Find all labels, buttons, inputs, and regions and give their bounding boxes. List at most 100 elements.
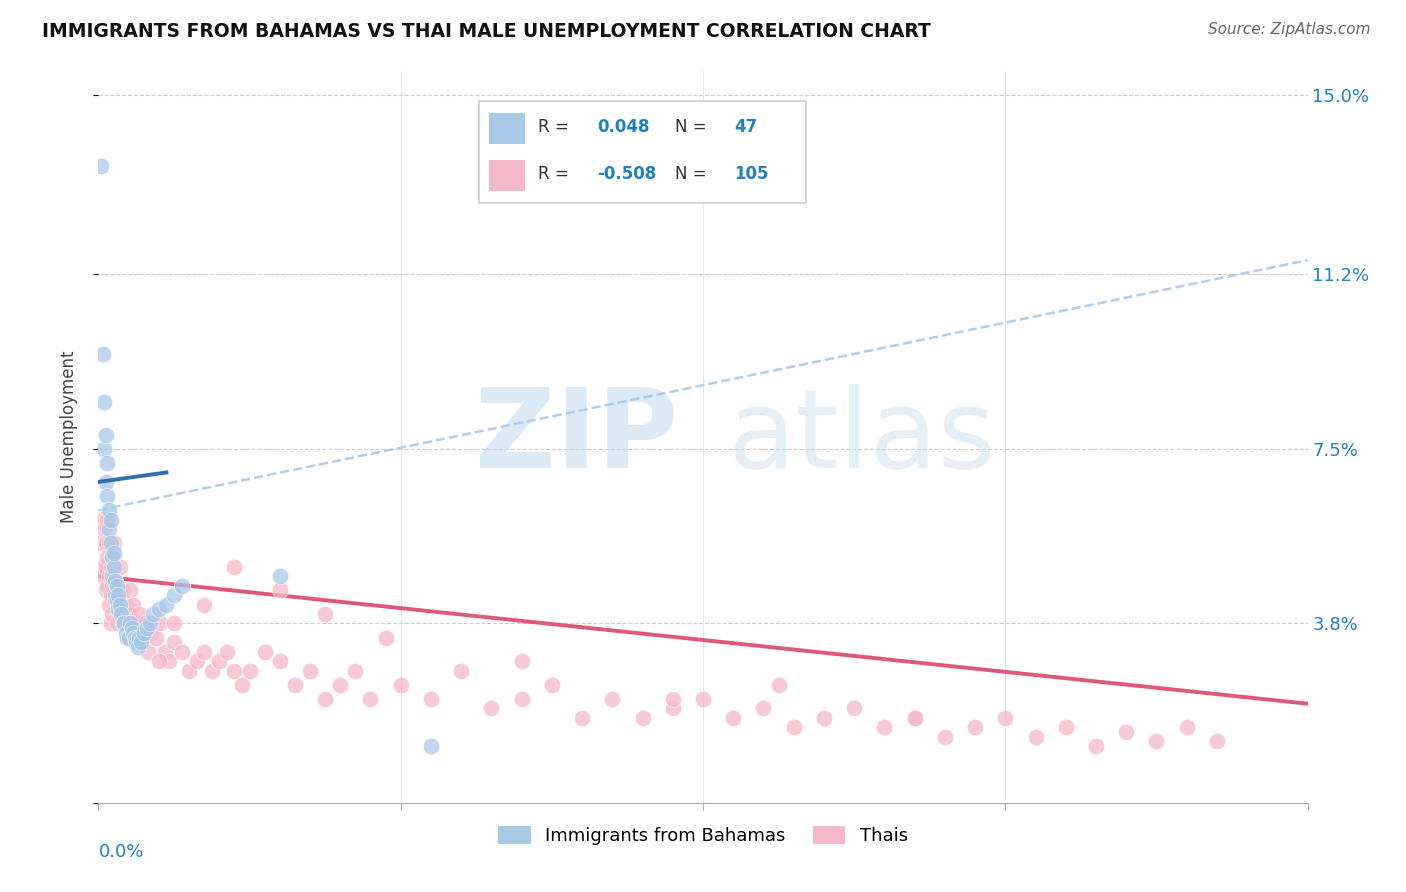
Point bbox=[101, 550, 124, 565]
Point bbox=[111, 616, 134, 631]
Point bbox=[134, 616, 156, 631]
Point bbox=[374, 631, 396, 645]
Point bbox=[239, 664, 262, 678]
Point bbox=[329, 678, 352, 692]
Point bbox=[104, 593, 127, 607]
Point bbox=[110, 607, 132, 621]
Point bbox=[114, 626, 136, 640]
Point bbox=[131, 631, 153, 645]
Point bbox=[104, 574, 127, 588]
Text: 0.0%: 0.0% bbox=[98, 843, 143, 861]
Point bbox=[120, 583, 142, 598]
Point bbox=[1054, 720, 1077, 734]
Point bbox=[100, 588, 122, 602]
Y-axis label: Male Unemployment: Male Unemployment bbox=[59, 351, 77, 524]
Point bbox=[104, 588, 127, 602]
Point bbox=[105, 583, 128, 598]
Point bbox=[94, 536, 117, 550]
Point bbox=[159, 654, 181, 668]
Point bbox=[107, 588, 129, 602]
Point bbox=[100, 559, 122, 574]
Point bbox=[94, 427, 117, 442]
Point bbox=[1175, 720, 1198, 734]
Point bbox=[1206, 734, 1229, 748]
Text: ZIP: ZIP bbox=[475, 384, 679, 491]
Point bbox=[103, 569, 125, 583]
Point bbox=[91, 347, 114, 361]
Point bbox=[631, 711, 654, 725]
Point bbox=[96, 550, 118, 565]
Point bbox=[661, 701, 683, 715]
Point bbox=[224, 664, 246, 678]
Point bbox=[125, 635, 148, 649]
Point bbox=[118, 607, 141, 621]
Point bbox=[163, 635, 186, 649]
Point bbox=[215, 645, 238, 659]
Point bbox=[115, 631, 138, 645]
Point bbox=[104, 559, 127, 574]
Point bbox=[571, 711, 593, 725]
Point bbox=[994, 711, 1017, 725]
Point bbox=[96, 456, 118, 470]
Point bbox=[1024, 730, 1046, 744]
Point bbox=[108, 559, 131, 574]
Point bbox=[101, 550, 124, 565]
Point bbox=[121, 616, 143, 631]
Point bbox=[101, 579, 124, 593]
Point bbox=[98, 503, 121, 517]
Point bbox=[93, 569, 115, 583]
Point bbox=[98, 569, 121, 583]
Point bbox=[510, 692, 533, 706]
Point bbox=[111, 583, 134, 598]
Point bbox=[103, 536, 125, 550]
Point bbox=[510, 654, 533, 668]
Point bbox=[1144, 734, 1167, 748]
Point bbox=[110, 607, 132, 621]
Point bbox=[269, 569, 291, 583]
Point bbox=[1085, 739, 1108, 754]
Point bbox=[661, 692, 683, 706]
Point bbox=[101, 607, 124, 621]
Point bbox=[723, 711, 745, 725]
Point bbox=[120, 616, 142, 631]
Point bbox=[186, 654, 208, 668]
Point bbox=[420, 692, 443, 706]
Point bbox=[96, 513, 118, 527]
Point bbox=[420, 739, 443, 754]
Point bbox=[360, 692, 382, 706]
Legend: Immigrants from Bahamas, Thais: Immigrants from Bahamas, Thais bbox=[491, 819, 915, 852]
Point bbox=[224, 559, 246, 574]
Point bbox=[94, 583, 117, 598]
Point bbox=[114, 598, 136, 612]
Point bbox=[93, 522, 115, 536]
Point bbox=[118, 631, 141, 645]
Point bbox=[105, 579, 128, 593]
Point bbox=[129, 635, 152, 649]
Point bbox=[105, 593, 128, 607]
Point bbox=[344, 664, 367, 678]
Point bbox=[783, 720, 806, 734]
Point bbox=[163, 616, 186, 631]
Point bbox=[450, 664, 472, 678]
Point bbox=[149, 616, 172, 631]
Point bbox=[170, 645, 193, 659]
Point bbox=[768, 678, 790, 692]
Point bbox=[90, 536, 112, 550]
Point bbox=[91, 559, 114, 574]
Point bbox=[128, 631, 150, 645]
Point bbox=[98, 536, 121, 550]
Point bbox=[904, 711, 927, 725]
Point bbox=[103, 546, 125, 560]
Point bbox=[112, 616, 135, 631]
Point bbox=[122, 626, 145, 640]
Point bbox=[179, 664, 201, 678]
Point bbox=[904, 711, 927, 725]
Point bbox=[602, 692, 624, 706]
Point bbox=[145, 631, 167, 645]
Point bbox=[155, 598, 177, 612]
Point bbox=[100, 513, 122, 527]
Point bbox=[91, 513, 114, 527]
Point bbox=[269, 583, 291, 598]
Point bbox=[934, 730, 956, 744]
Point bbox=[98, 522, 121, 536]
